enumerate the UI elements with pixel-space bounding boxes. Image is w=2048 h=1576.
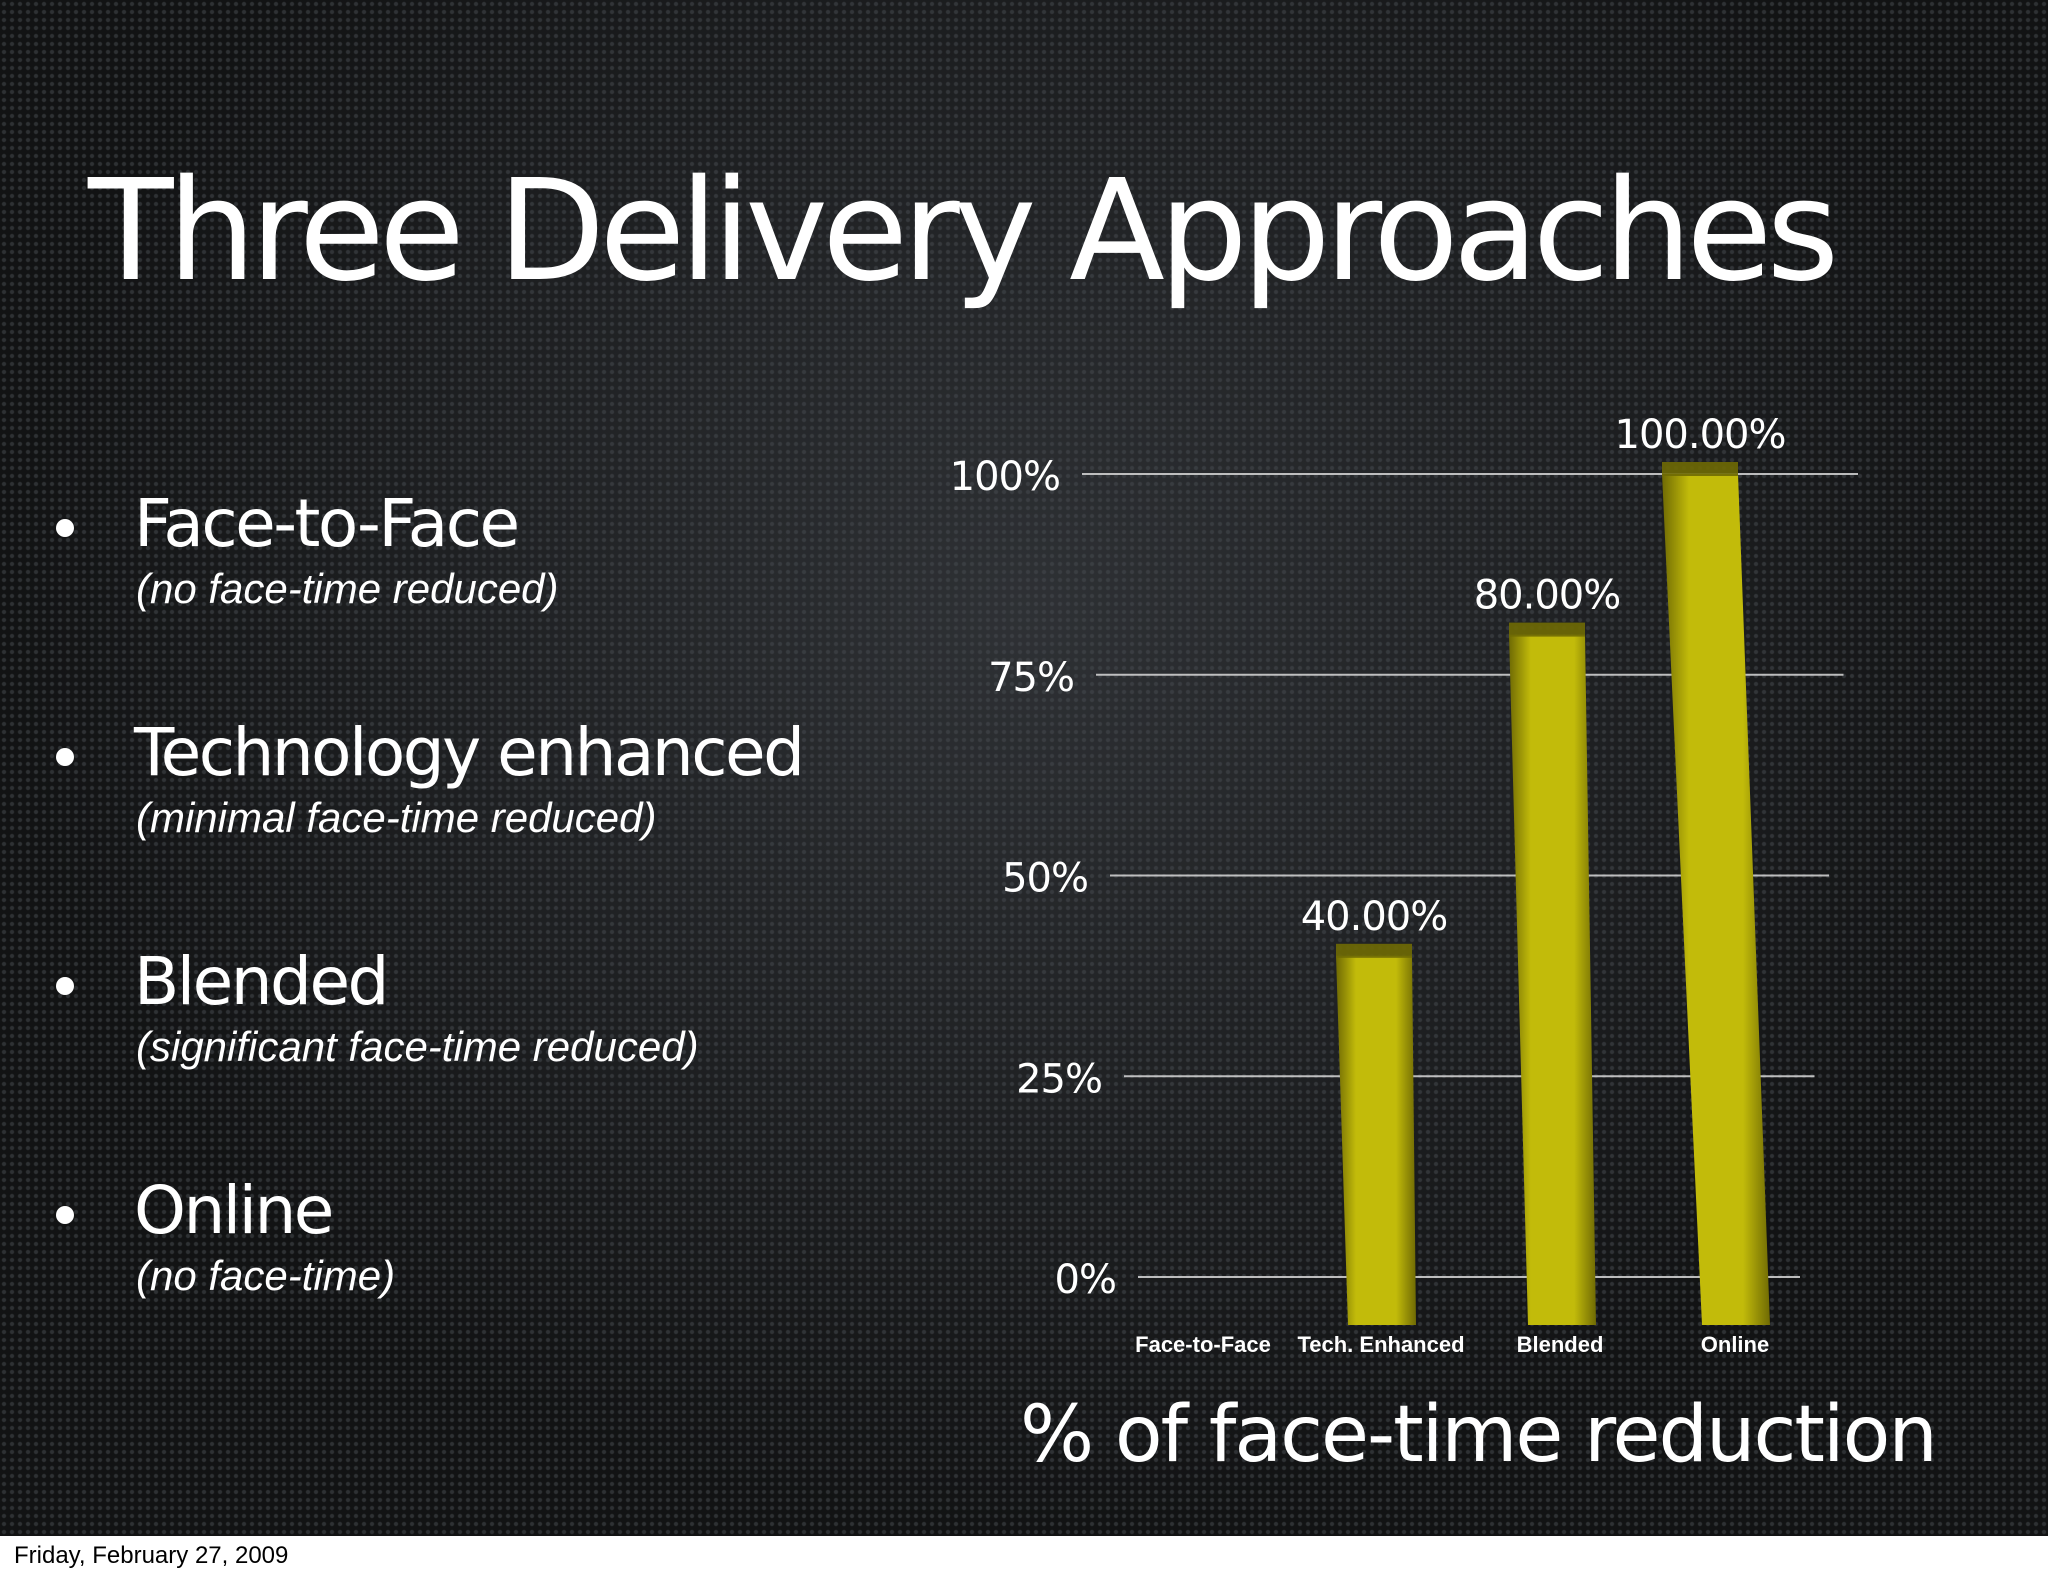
y-tick-label: 25% — [1016, 1056, 1102, 1102]
chart-caption: % of face-time reduction — [1020, 1390, 1938, 1480]
bullet-label: Blended — [134, 943, 389, 1020]
bullet-dot-icon — [56, 1206, 74, 1224]
y-tick-label: 0% — [1055, 1257, 1116, 1303]
footer-date: Friday, February 27, 2009 — [14, 1542, 289, 1569]
bar-top — [1662, 462, 1738, 476]
bar — [1662, 474, 1770, 1325]
x-tick-label: Online — [1701, 1332, 1769, 1357]
bullet-dot-icon — [56, 748, 74, 766]
slide: Three Delivery Approaches Face-to-Face (… — [0, 0, 2048, 1536]
bullet-note: (minimal face-time reduced) — [136, 794, 657, 841]
x-tick-label: Blended — [1517, 1332, 1604, 1357]
data-label: 100.00% — [1615, 412, 1786, 458]
bar — [1336, 955, 1416, 1325]
y-tick-label: 100% — [950, 454, 1060, 500]
bar-top — [1336, 943, 1412, 958]
slide-title: Three Delivery Approaches — [88, 150, 1839, 313]
y-tick-label: 75% — [988, 655, 1074, 701]
bullet-note: (significant face-time reduced) — [136, 1023, 699, 1070]
bullet-label: Technology enhanced — [134, 714, 805, 791]
bullet-dot-icon — [56, 977, 74, 995]
bullet-note: (no face-time reduced) — [136, 565, 559, 612]
x-tick-label: Tech. Enhanced — [1297, 1332, 1464, 1357]
bar — [1509, 634, 1596, 1325]
bar-top — [1509, 622, 1585, 637]
y-tick-label: 50% — [1002, 856, 1088, 902]
bullet-label: Face-to-Face — [134, 485, 520, 562]
x-tick-label: Face-to-Face — [1135, 1332, 1271, 1357]
bullet-label: Online — [134, 1172, 334, 1249]
bar-chart: 0% 25% 50% 75% 100% 40.00% 80.00% 100.00% Face-t… — [950, 412, 1858, 1357]
bullet-dot-icon — [56, 519, 74, 537]
data-label: 80.00% — [1474, 573, 1621, 619]
data-label: 40.00% — [1301, 894, 1448, 940]
bullet-note: (no face-time) — [136, 1252, 396, 1299]
bullet-list: Face-to-Face (no face-time reduced) Tech… — [56, 0, 956, 1400]
